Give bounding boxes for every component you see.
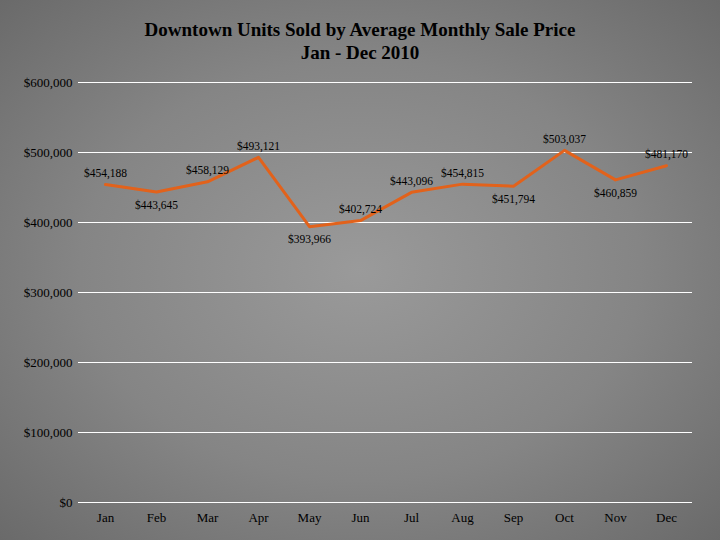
svg-text:$200,000: $200,000 (24, 355, 73, 370)
svg-text:Aug: Aug (451, 510, 474, 525)
svg-text:Jun: Jun (351, 510, 370, 525)
svg-text:Jan: Jan (97, 510, 115, 525)
svg-text:Dec: Dec (656, 510, 677, 525)
svg-text:$454,188: $454,188 (84, 167, 127, 180)
svg-text:Apr: Apr (248, 510, 269, 525)
svg-text:Sep: Sep (504, 510, 524, 525)
svg-text:Mar: Mar (197, 510, 219, 525)
svg-text:$600,000: $600,000 (24, 75, 73, 90)
svg-text:$481,170: $481,170 (645, 148, 688, 161)
svg-text:May: May (298, 510, 322, 525)
svg-text:$451,794: $451,794 (492, 193, 535, 206)
svg-text:Jul: Jul (404, 510, 420, 525)
svg-text:$493,121: $493,121 (237, 140, 280, 153)
svg-text:$443,096: $443,096 (390, 175, 433, 188)
svg-text:$500,000: $500,000 (24, 145, 73, 160)
html-text:Jan - Dec 2010: Jan - Dec 2010 (300, 42, 420, 63)
html-text:Downtown Units Sold by Average: Downtown Units Sold by Average Monthly S… (144, 19, 576, 40)
svg-text:$0: $0 (60, 495, 73, 510)
svg-text:Feb: Feb (147, 510, 167, 525)
svg-text:$393,966: $393,966 (288, 233, 331, 246)
svg-text:$443,645: $443,645 (135, 199, 178, 212)
svg-text:Oct: Oct (555, 510, 574, 525)
svg-text:$503,037: $503,037 (543, 133, 586, 146)
svg-text:Nov: Nov (604, 510, 627, 525)
svg-text:$100,000: $100,000 (24, 425, 73, 440)
svg-text:$454,815: $454,815 (441, 167, 484, 180)
svg-text:$402,724: $402,724 (339, 203, 382, 216)
svg-text:$458,129: $458,129 (186, 164, 229, 177)
svg-text:$400,000: $400,000 (24, 215, 73, 230)
svg-text:$300,000: $300,000 (24, 285, 73, 300)
svg-text:$460,859: $460,859 (594, 187, 637, 200)
